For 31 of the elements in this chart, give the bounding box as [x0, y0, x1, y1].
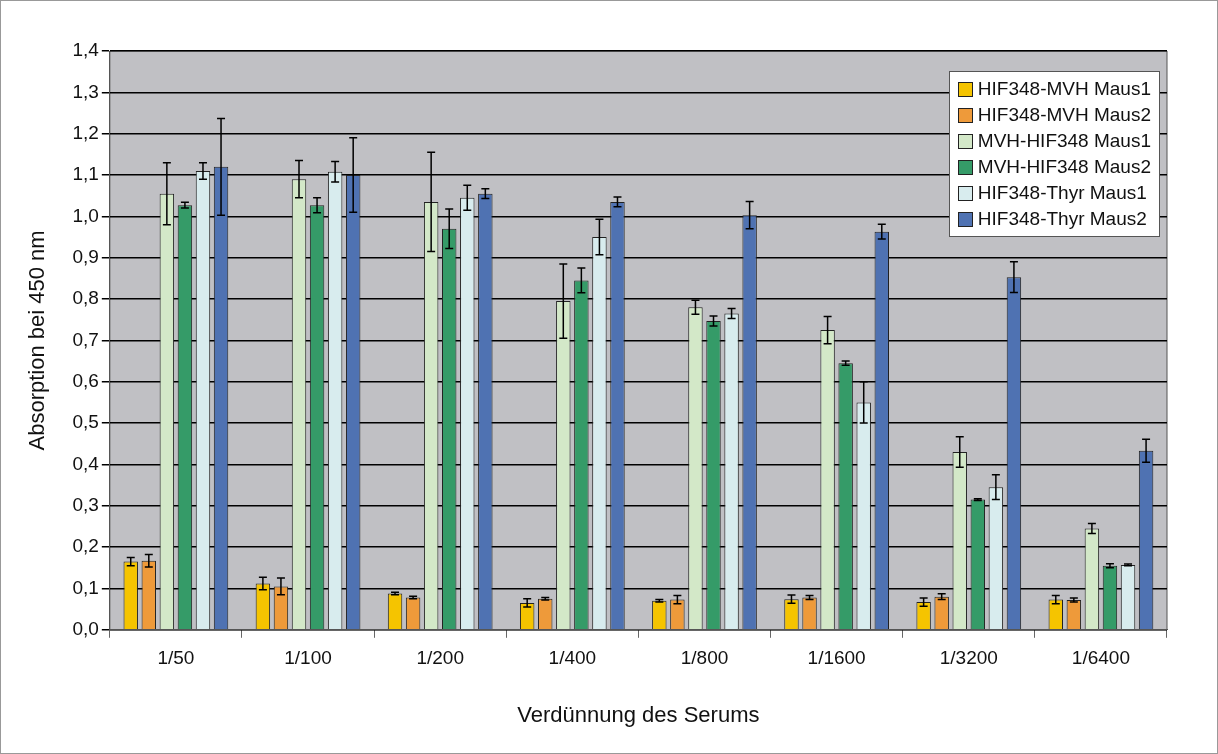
x-tick-label: 1/50	[157, 647, 195, 669]
y-tick-label: 1,2	[72, 121, 99, 143]
legend-label: MVH-HIF348 Maus1	[977, 129, 1151, 153]
y-tick-label: 0,6	[72, 369, 99, 391]
y-tick-label: 0,3	[72, 494, 99, 516]
y-tick-label: 0,1	[72, 576, 99, 598]
x-tick-label: 1/400	[548, 647, 597, 669]
y-tick-label: 0,0	[72, 618, 99, 640]
x-tick-label: 1/800	[680, 647, 729, 669]
legend-label: HIF348-Thyr Maus1	[977, 181, 1147, 205]
y-tick-label: 1,4	[72, 39, 100, 61]
y-tick-label: 0,5	[72, 411, 99, 433]
y-axis-title: Absorption bei 450 nm	[24, 230, 50, 451]
y-tick-label: 0,9	[72, 245, 99, 267]
x-tick-label: 1/1600	[807, 647, 866, 669]
legend-label: HIF348-MVH Maus1	[977, 77, 1151, 101]
x-tick-label: 1/6400	[1071, 647, 1130, 669]
x-tick-label: 1/3200	[939, 647, 998, 669]
y-tick-label: 0,8	[72, 287, 99, 309]
y-tick-label: 0,4	[72, 452, 100, 474]
y-tick-label: 0,2	[72, 535, 99, 557]
legend-label: MVH-HIF348 Maus2	[977, 155, 1151, 179]
y-tick-label: 0,7	[72, 328, 99, 350]
legend-label: HIF348-MVH Maus2	[977, 103, 1151, 127]
x-tick-label: 1/200	[416, 647, 464, 669]
y-tick-label: 1,0	[72, 204, 99, 226]
x-tick-label: 1/100	[284, 647, 332, 669]
legend-label: HIF348-Thyr Maus2	[977, 207, 1147, 231]
y-tick-label: 1,3	[72, 80, 99, 102]
y-tick-label: 1,1	[72, 163, 99, 185]
x-axis-title: Verdünnung des Serums	[517, 701, 760, 727]
